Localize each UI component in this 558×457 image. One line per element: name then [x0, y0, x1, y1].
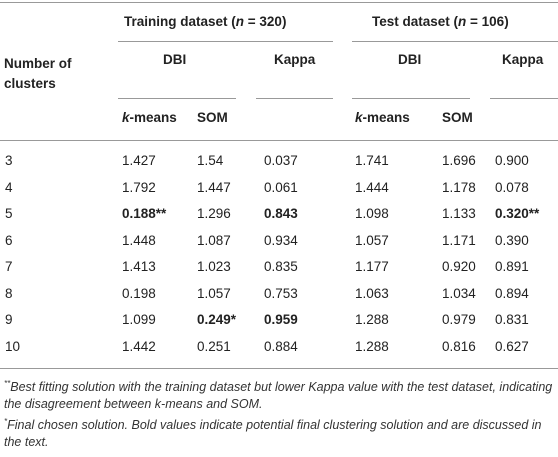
cell: 0.251 [197, 338, 231, 354]
cell: 1.447 [197, 179, 231, 195]
row-label: 8 [5, 285, 13, 301]
row-label: 6 [5, 232, 13, 248]
text: Test dataset ( [372, 14, 459, 29]
cell: 1.034 [442, 285, 476, 301]
rule [0, 368, 558, 369]
cell: 1.057 [197, 285, 231, 301]
cell: 0.061 [264, 179, 298, 195]
group-header: Test dataset (n = 106) [372, 14, 509, 29]
cell: 0.835 [264, 259, 298, 274]
cell: 0.627 [495, 338, 529, 354]
cell: 1.296 [197, 206, 231, 221]
text: = 106) [466, 14, 509, 29]
text: -means [129, 110, 177, 125]
cell: 0.900 [495, 153, 529, 168]
text: k [355, 110, 363, 125]
cell: 0.934 [264, 232, 298, 248]
row-header: Number of clusters [4, 56, 72, 91]
text: n [458, 14, 467, 29]
cell: 0.037 [264, 153, 298, 168]
cell: 1.099 [122, 312, 156, 327]
sub-header: k-means [122, 110, 177, 125]
cell: 1.288 [355, 338, 389, 354]
cell: 0.843 [264, 206, 298, 221]
sub-header: DBI [163, 52, 187, 67]
text: Training dataset ( [124, 14, 236, 29]
sub-header: Kappa [274, 52, 316, 67]
rule [352, 98, 470, 99]
cell: 0.891 [495, 259, 529, 274]
footnote-text: Final chosen solution. Bold values indic… [4, 418, 542, 450]
text: n [235, 14, 245, 29]
cell: 1.171 [442, 232, 476, 248]
cell: 1.133 [442, 206, 476, 221]
cell: 1.448 [122, 232, 156, 248]
row-label: 3 [5, 153, 13, 168]
cell: 0.188** [122, 206, 167, 221]
text: = 320) [244, 14, 287, 29]
rule [352, 41, 558, 42]
cell: 1.444 [355, 179, 389, 195]
cell: 0.884 [264, 338, 298, 354]
cell: 0.198 [122, 285, 156, 301]
row-label: 7 [5, 259, 13, 274]
sub-header: Kappa [502, 52, 544, 67]
row-label: 5 [5, 206, 13, 221]
cell: 1.442 [122, 338, 156, 354]
group-header: Training dataset (n = 320) [124, 14, 286, 29]
row-label: 10 [5, 338, 21, 354]
rule [118, 41, 333, 42]
cell: 1.427 [122, 153, 156, 168]
cell: 0.753 [264, 285, 298, 301]
sub-header: DBI [398, 52, 422, 67]
cell: 0.390 [495, 232, 529, 248]
footnote: *Final chosen solution. Bold values indi… [4, 413, 556, 451]
cell: 1.741 [355, 153, 389, 168]
cell: 1.063 [355, 285, 389, 301]
cell: 0.979 [442, 312, 476, 327]
footnote: **Best fitting solution with the trainin… [4, 375, 556, 413]
text: k [122, 110, 130, 125]
text: -means [362, 110, 410, 125]
rule [0, 2, 558, 3]
cell: 0.249* [197, 312, 237, 327]
rule [256, 98, 333, 99]
rule [118, 98, 236, 99]
rule [0, 140, 558, 141]
footnote-text: Best fitting solution with the training … [4, 380, 553, 412]
cell: 1.288 [355, 312, 389, 327]
cell: 1.696 [442, 153, 476, 168]
cell: 1.178 [442, 179, 476, 195]
footnote-mark: ** [4, 379, 11, 388]
cell: 0.320** [495, 206, 540, 221]
cell: 1.057 [355, 232, 389, 248]
cell: 0.920 [442, 259, 476, 274]
cell: 0.816 [442, 338, 476, 354]
cell: 1.023 [197, 259, 231, 274]
cell: 0.959 [264, 312, 298, 327]
rule [490, 98, 558, 99]
cell: 1.098 [355, 206, 389, 221]
cell: 1.177 [355, 259, 389, 274]
sub-header: k-means [355, 110, 410, 125]
cell: 0.831 [495, 312, 529, 327]
cell: 0.894 [495, 285, 529, 301]
footnote-mark: * [4, 417, 8, 426]
cell: 1.792 [122, 179, 156, 195]
cell: 1.413 [122, 259, 156, 274]
cell: 1.087 [197, 232, 231, 248]
sub-header: SOM [197, 110, 228, 125]
row-label: 4 [5, 179, 13, 195]
cell: 1.54 [197, 153, 224, 168]
row-label: 9 [5, 312, 13, 327]
sub-header: SOM [442, 110, 473, 125]
cell: 0.078 [495, 179, 529, 195]
